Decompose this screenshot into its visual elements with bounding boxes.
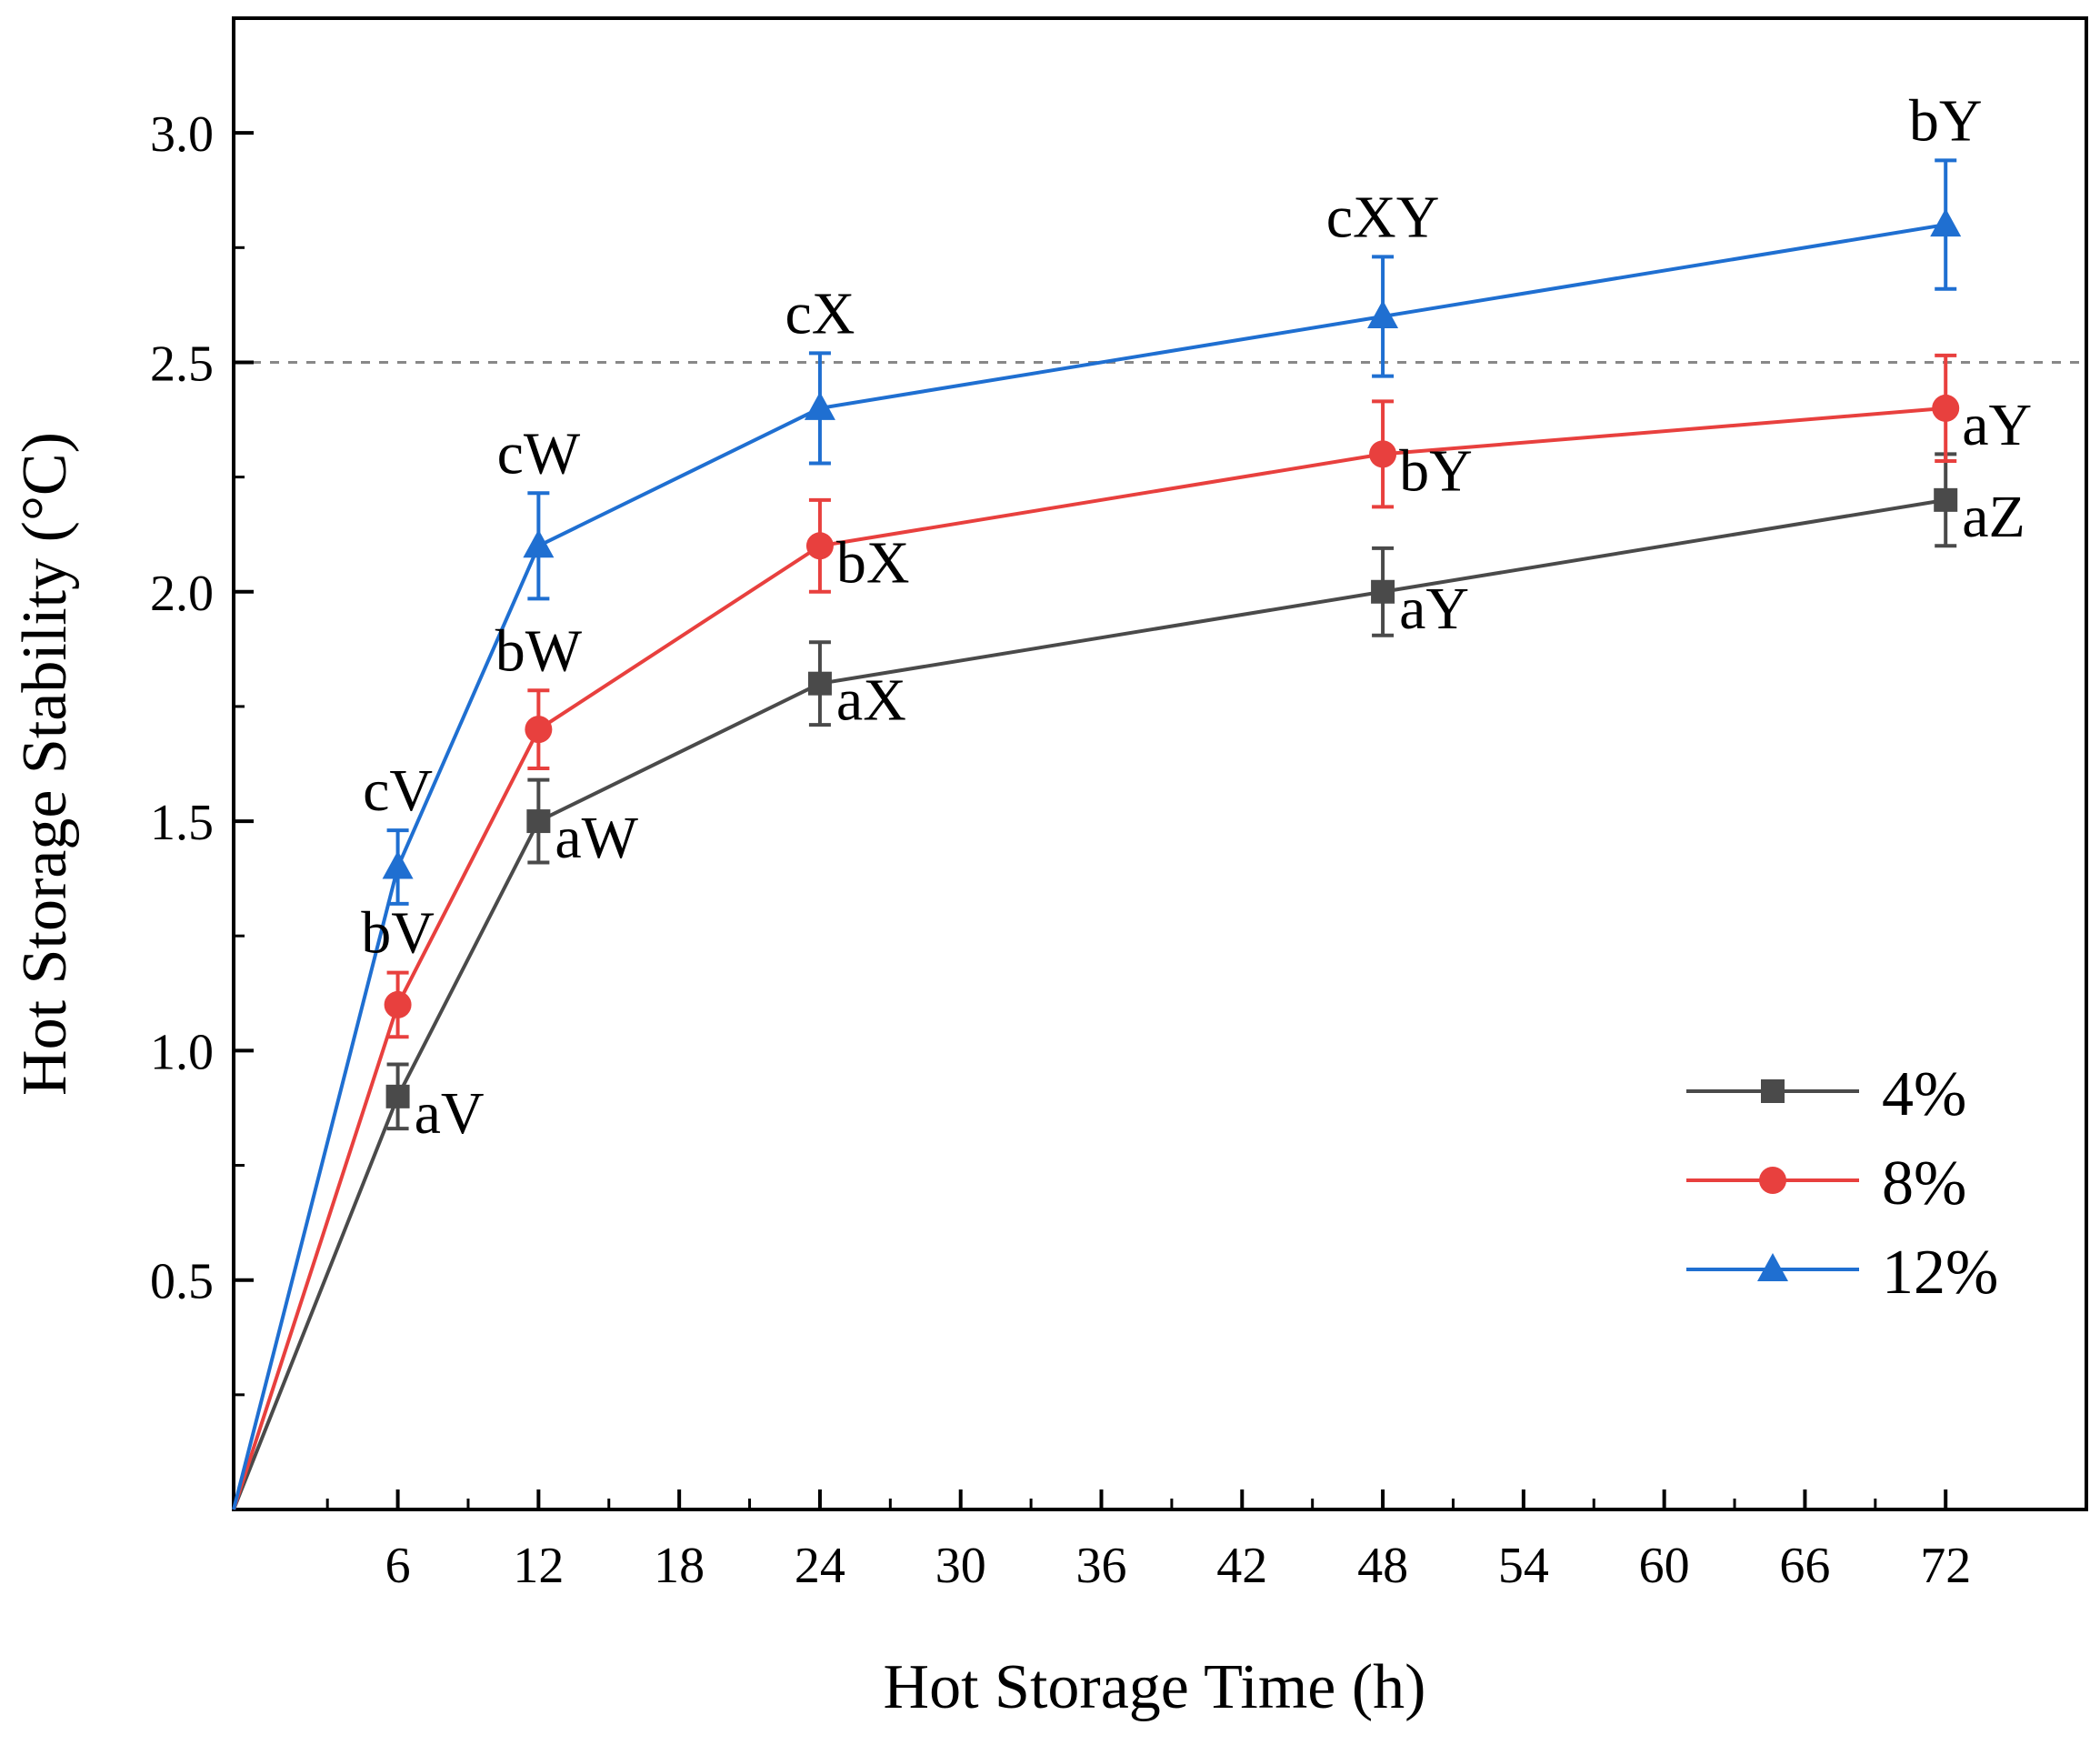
point-label: cV xyxy=(363,757,433,824)
point-label: cXY xyxy=(1326,184,1440,250)
data-point xyxy=(384,990,412,1018)
point-label: aV xyxy=(415,1080,485,1147)
x-tick-label: 18 xyxy=(654,1538,705,1594)
x-tick-label: 60 xyxy=(1639,1538,1690,1594)
plot-frame xyxy=(232,16,2088,1511)
legend-label: 8% xyxy=(1882,1148,1966,1218)
legend: 4% 8% 12% xyxy=(1686,1059,1998,1308)
data-point xyxy=(385,1084,410,1108)
data-point xyxy=(1930,208,1962,237)
series-12pct xyxy=(232,158,1962,1510)
data-point xyxy=(1934,487,1958,512)
series-4pct xyxy=(232,452,1958,1510)
series-line xyxy=(232,406,1946,1510)
legend-marker xyxy=(1759,1167,1786,1194)
x-tick-label: 48 xyxy=(1357,1538,1408,1594)
legend-item: 4% xyxy=(1686,1059,1966,1129)
x-tick-label: 36 xyxy=(1076,1538,1127,1594)
point-label: aX xyxy=(836,667,906,734)
data-point xyxy=(1367,300,1399,328)
y-tick-label: 3.0 xyxy=(150,106,214,163)
series-line xyxy=(232,223,1946,1510)
data-point xyxy=(525,716,553,744)
x-tick-label: 30 xyxy=(935,1538,986,1594)
point-label: aY xyxy=(1399,576,1469,642)
point-label: aY xyxy=(1962,392,2032,458)
y-tick-label: 1.0 xyxy=(150,1024,214,1080)
data-point xyxy=(804,391,835,420)
point-label: bV xyxy=(361,900,435,967)
legend-label: 4% xyxy=(1882,1059,1966,1129)
series-line xyxy=(232,497,1946,1510)
point-label: bY xyxy=(1909,87,1983,154)
y-tick-label: 2.5 xyxy=(150,336,214,392)
point-label: cW xyxy=(497,420,581,486)
point-label: cX xyxy=(785,280,855,346)
x-tick-label: 72 xyxy=(1920,1538,1971,1594)
data-point xyxy=(526,809,551,834)
data-point xyxy=(382,850,414,879)
series-8pct xyxy=(232,353,1960,1510)
y-tick-label: 2.0 xyxy=(150,566,214,622)
x-tick-label: 66 xyxy=(1779,1538,1830,1594)
data-point xyxy=(805,532,834,560)
point-label: aZ xyxy=(1962,484,2025,550)
axis-ticks: 6 12 18 24 30 36 42 48 54 60 66 72 0.5 1.0 1.5 2.0 2.5 3.… xyxy=(150,106,1971,1594)
point-label: aW xyxy=(555,805,638,871)
data-point xyxy=(523,529,555,558)
x-tick-label: 24 xyxy=(795,1538,845,1594)
data-point xyxy=(1369,440,1397,468)
y-tick-label: 1.5 xyxy=(150,795,214,851)
legend-marker xyxy=(1761,1079,1785,1103)
series-layer xyxy=(232,158,1962,1510)
legend-marker xyxy=(1757,1253,1788,1281)
annotation-layer: aV aW aX aY aZ bV bW bX bY aY cV cW cX cXY bY xyxy=(361,87,2032,1146)
x-axis-title: Hot Storage Time (h) xyxy=(884,1652,1426,1722)
x-tick-label: 12 xyxy=(513,1538,564,1594)
data-point xyxy=(1932,394,1960,422)
legend-item: 12% xyxy=(1686,1238,1998,1308)
y-axis-title: Hot Storage Stability (°C) xyxy=(10,432,80,1096)
x-tick-label: 42 xyxy=(1216,1538,1267,1594)
data-point xyxy=(1371,579,1395,604)
x-tick-label: 6 xyxy=(385,1538,411,1594)
x-tick-label: 54 xyxy=(1498,1538,1549,1594)
point-label: bW xyxy=(495,617,583,684)
y-tick-label: 0.5 xyxy=(150,1254,214,1310)
legend-item: 8% xyxy=(1686,1148,1966,1218)
point-label: bY xyxy=(1399,437,1473,504)
point-label: bX xyxy=(836,529,910,596)
data-point xyxy=(807,671,832,696)
legend-label: 12% xyxy=(1882,1238,1998,1308)
